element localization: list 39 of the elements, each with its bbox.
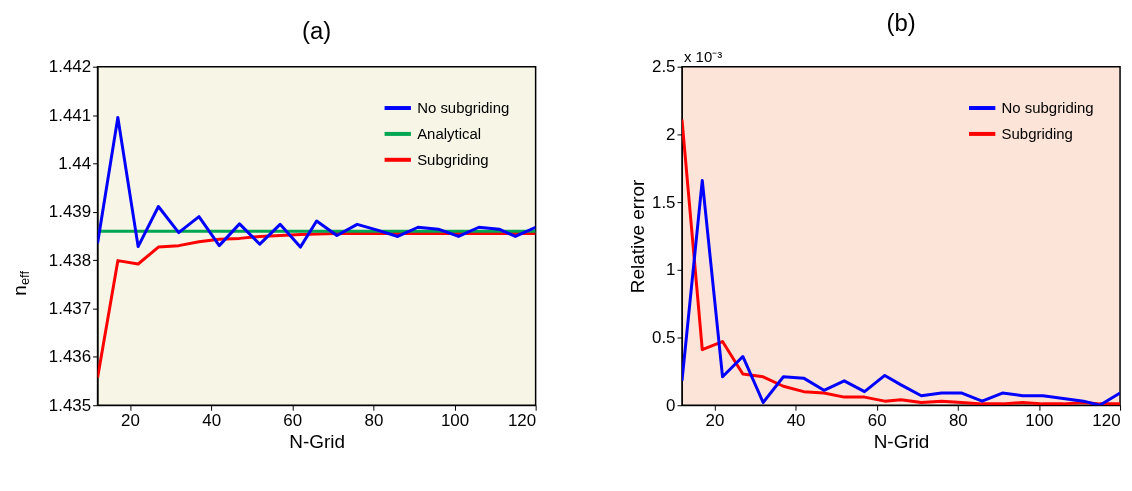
line-series (97, 115, 536, 249)
x-tick-label: 40 (202, 410, 222, 430)
legend-label: Subgriding (1001, 124, 1073, 142)
y-tick-label: 1.437 (48, 298, 92, 318)
x-tick-label: 80 (364, 410, 384, 430)
y-tick-label: 1 (666, 260, 676, 280)
y-tick-label: 1.5 (652, 192, 676, 212)
x-tick-label: 80 (948, 410, 968, 430)
y-tick-label: 2 (666, 124, 676, 144)
chart-title: (b) (886, 8, 916, 36)
y-tick-label: 1.44 (58, 153, 92, 173)
text: x 10⁻³ (683, 47, 723, 65)
x-tick-label: 120 (1092, 410, 1121, 430)
y-tick-label: 2.5 (652, 57, 676, 77)
y-tick-label: 0 (666, 395, 676, 415)
x-tick-label: 60 (283, 410, 303, 430)
y-tick-label: 1.435 (48, 395, 92, 415)
x-tick-label: 40 (786, 410, 806, 430)
y-tick-label: 1.442 (48, 57, 92, 77)
y-tick-label: 1.438 (48, 250, 92, 270)
y-tick-label: 1.441 (48, 105, 92, 125)
y-axis-title: neff (8, 270, 32, 296)
legend-label: No subgriding (417, 99, 510, 117)
x-axis-title: N-Grid (289, 430, 345, 452)
x-tick-label: 20 (121, 410, 140, 430)
y-tick-label: 0.5 (652, 328, 676, 347)
x-tick-label: 100 (440, 410, 470, 430)
x-tick-label: 100 (1025, 410, 1054, 430)
y-tick-label: 1.436 (48, 347, 92, 367)
legend-label: Subgriding (417, 150, 489, 168)
x-tick-label: 20 (705, 410, 725, 430)
x-axis-title: N-Grid (873, 430, 930, 452)
chart-title: (a) (302, 16, 332, 44)
y-tick-label: 1.439 (48, 202, 92, 222)
x-tick-label: 120 (507, 410, 537, 430)
x-tick-label: 60 (867, 410, 887, 430)
legend-label: Analytical (417, 124, 482, 142)
legend-label: No subgriding (1001, 99, 1094, 117)
y-axis-title: Relative error (627, 179, 649, 294)
